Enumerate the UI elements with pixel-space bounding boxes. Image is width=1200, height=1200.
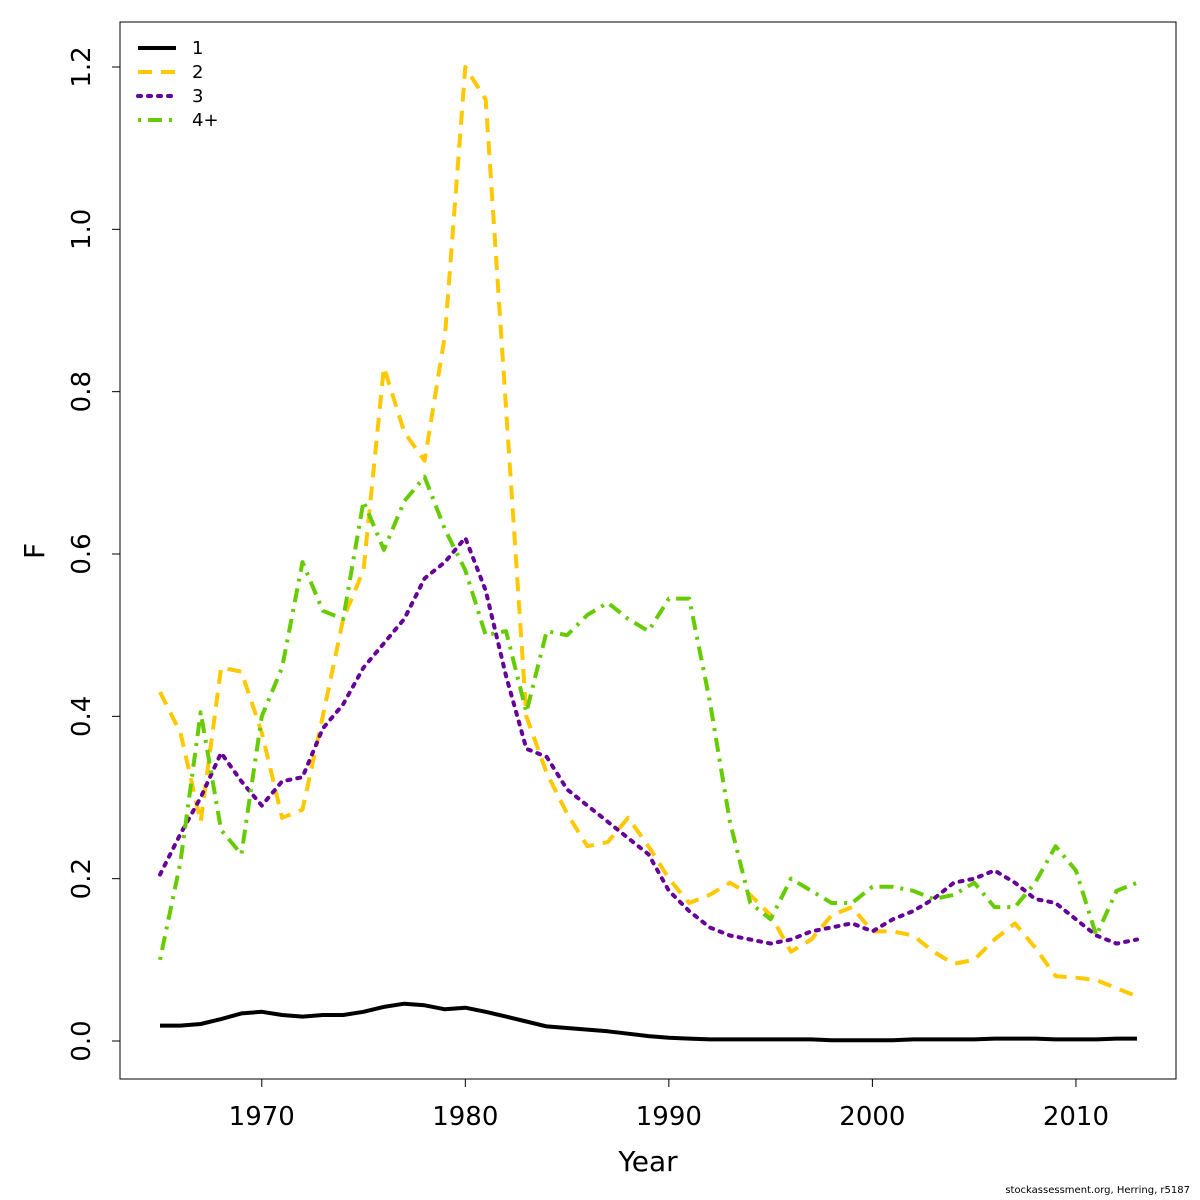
y-tick-label-4: 0.8: [67, 371, 97, 412]
y-axis: 0.0 0.2 0.4 0.6 0.8 1.0 1.2: [67, 46, 120, 1062]
x-axis: 1970 1980 1990 2000 2010: [229, 1079, 1109, 1132]
x-tick-label-2010: 2010: [1043, 1102, 1109, 1132]
legend-label-4: 4+: [192, 110, 219, 131]
y-tick-label-2: 0.4: [67, 696, 97, 737]
x-tick-label-1980: 1980: [432, 1102, 498, 1132]
y-tick-label-1: 0.2: [67, 858, 97, 899]
series-line-2: [158, 65, 1138, 999]
y-tick-label-5: 1.0: [67, 209, 97, 250]
y-tick-label-3: 0.6: [67, 533, 97, 574]
y-tick-label-0: 0.0: [67, 1020, 97, 1061]
x-tick-label-1990: 1990: [636, 1102, 702, 1132]
x-tick-label-2000: 2000: [839, 1102, 905, 1132]
y-axis-title: F: [18, 543, 51, 559]
series-line-3: [158, 535, 1139, 946]
legend-label-3: 3: [192, 86, 203, 107]
series-layer: [158, 65, 1139, 1043]
plot-frame: [119, 21, 1177, 1080]
legend: 1 2 3 4+: [136, 38, 219, 131]
legend-label-2: 2: [192, 62, 203, 83]
series-line-1: [160, 1001, 1137, 1043]
legend-label-1: 1: [192, 38, 203, 59]
x-axis-title: Year: [617, 1145, 678, 1178]
x-tick-label-1970: 1970: [229, 1102, 295, 1132]
series-line-4: [158, 474, 1138, 961]
credit-text: stockassessment.org, Herring, r5187: [1005, 1185, 1190, 1196]
y-tick-label-6: 1.2: [67, 46, 97, 87]
